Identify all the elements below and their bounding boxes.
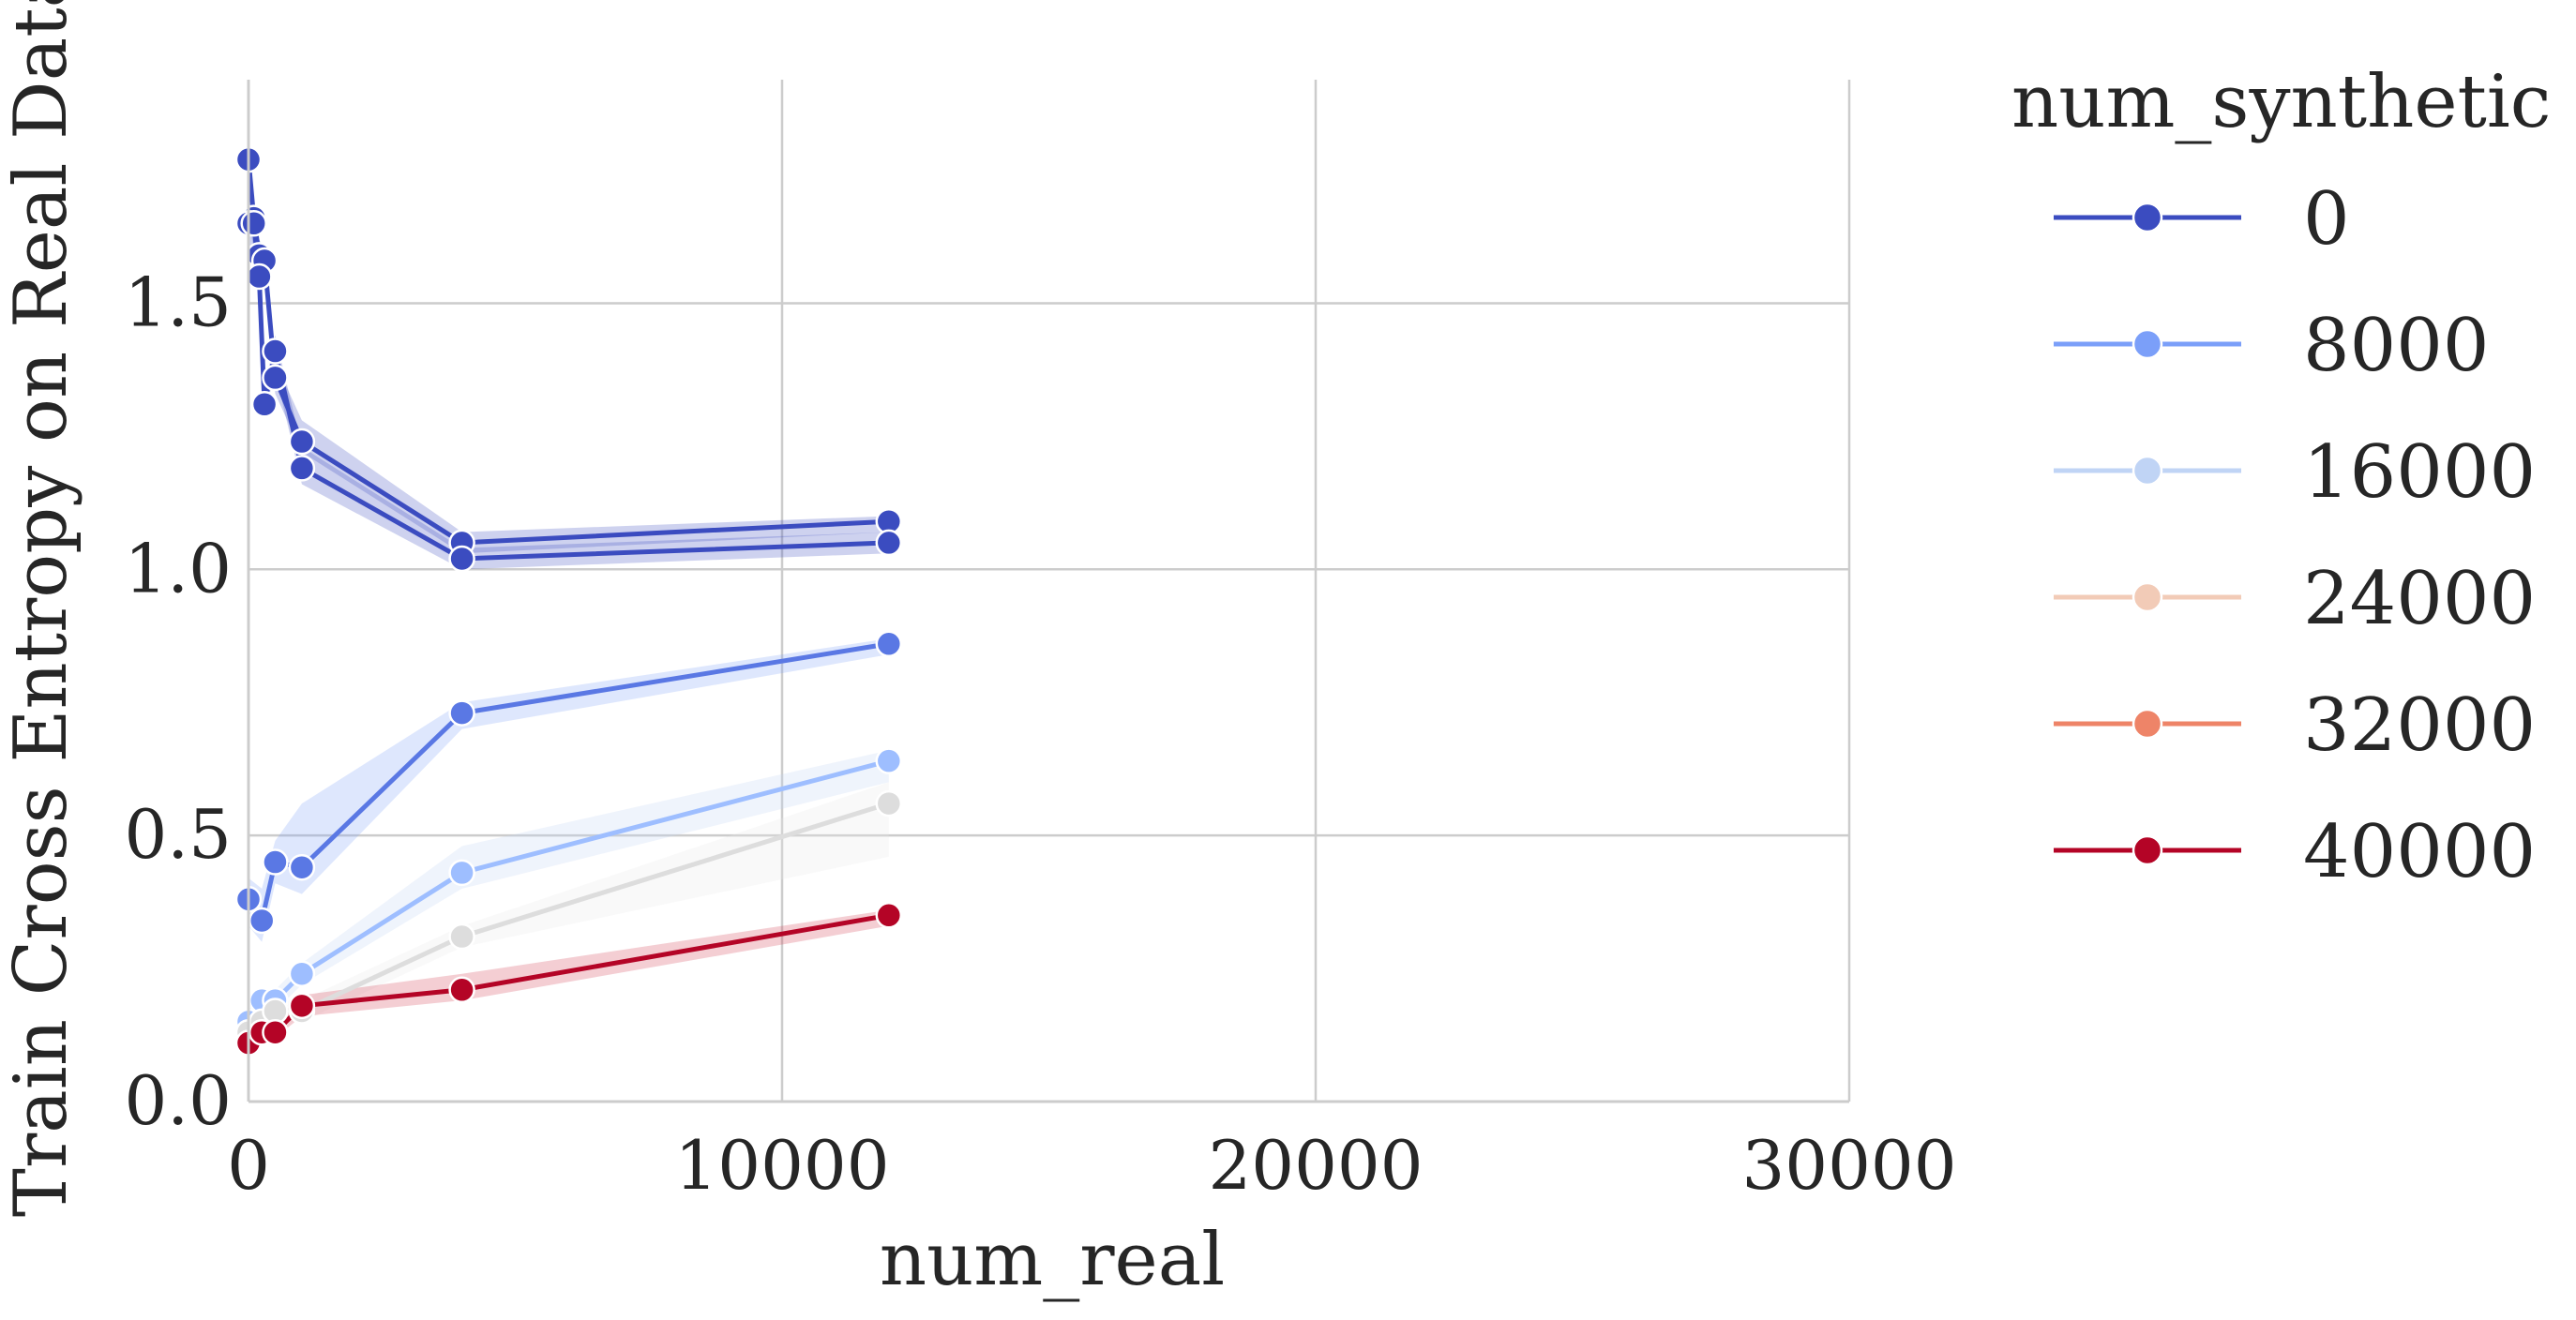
data-point-8000	[262, 848, 289, 876]
data-point-0	[240, 210, 267, 237]
legend-items: 0 8000 16000 24000 32000 40000	[2054, 177, 2536, 894]
legend-label: 8000	[2303, 304, 2490, 388]
y-tick-label: 1.0	[124, 529, 232, 608]
axes	[247, 80, 1849, 1103]
data-point-24000	[448, 922, 475, 951]
data-point-0	[448, 545, 475, 573]
data-point-0	[262, 338, 289, 365]
series-line-0	[249, 220, 889, 562]
data-point-16000	[288, 960, 316, 987]
legend-item: 8000	[2054, 304, 2490, 388]
legend-item: 16000	[2054, 430, 2536, 515]
data-point-0	[875, 529, 903, 557]
data-point-24000	[875, 789, 903, 818]
data-point-0	[288, 455, 316, 482]
x-tick-label: 10000	[674, 1126, 889, 1205]
y-axis-title: Train Cross Entropy on Real Data	[0, 0, 83, 1217]
legend-label: 40000	[2303, 810, 2536, 894]
legend-item: 40000	[2054, 810, 2536, 894]
data-point-0	[250, 391, 279, 418]
x-tick-label: 20000	[1208, 1126, 1423, 1205]
legend-label: 32000	[2303, 683, 2536, 768]
data-point-40000	[448, 976, 475, 1004]
legend-label: 24000	[2303, 557, 2536, 641]
x-axis-title: num_real	[880, 1218, 1225, 1302]
legend-label: 0	[2303, 177, 2350, 262]
data-point-8000	[875, 630, 903, 658]
legend-marker	[2132, 328, 2163, 360]
data-point-8000	[248, 907, 276, 935]
x-tick-label: 30000	[1741, 1126, 1956, 1205]
x-tick-label: 0	[227, 1126, 270, 1205]
grid-layer	[247, 80, 1851, 1103]
confidence-band-24000	[249, 782, 889, 1043]
legend-title: num_synthetic	[2011, 60, 2551, 144]
legend-marker	[2132, 834, 2163, 866]
data-point-16000	[448, 859, 475, 887]
legend-marker	[2132, 708, 2163, 740]
y-tick-label: 1.5	[124, 262, 232, 341]
legend-item: 0	[2054, 177, 2350, 262]
data-point-0	[288, 428, 316, 456]
confidence-bands	[249, 132, 889, 1049]
data-point-16000	[875, 747, 903, 774]
confidence-band-8000	[249, 638, 889, 942]
data-point-8000	[288, 853, 316, 881]
y-tick-label: 0.0	[124, 1061, 232, 1140]
data-point-0	[262, 364, 289, 392]
legend-item: 24000	[2054, 557, 2536, 641]
y-tick-label: 0.5	[124, 795, 232, 874]
legend-marker	[2132, 455, 2163, 487]
legend-marker	[2132, 581, 2163, 613]
data-point-40000	[875, 902, 903, 929]
data-point-40000	[262, 1018, 289, 1046]
legend-label: 16000	[2303, 430, 2536, 515]
confidence-band-0	[249, 196, 889, 570]
data-point-8000	[448, 699, 475, 727]
legend-item: 32000	[2054, 683, 2536, 768]
confidence-band-16000	[249, 750, 889, 1033]
data-point-0	[246, 262, 273, 291]
legend: num_synthetic 0 8000 16000 24000 32000 40000	[2011, 60, 2551, 894]
data-point-40000	[288, 992, 316, 1020]
tick-labels: 0 10000 20000 30000 0.0 0.5 1.0 1.5	[124, 262, 1956, 1205]
legend-marker	[2132, 202, 2163, 233]
